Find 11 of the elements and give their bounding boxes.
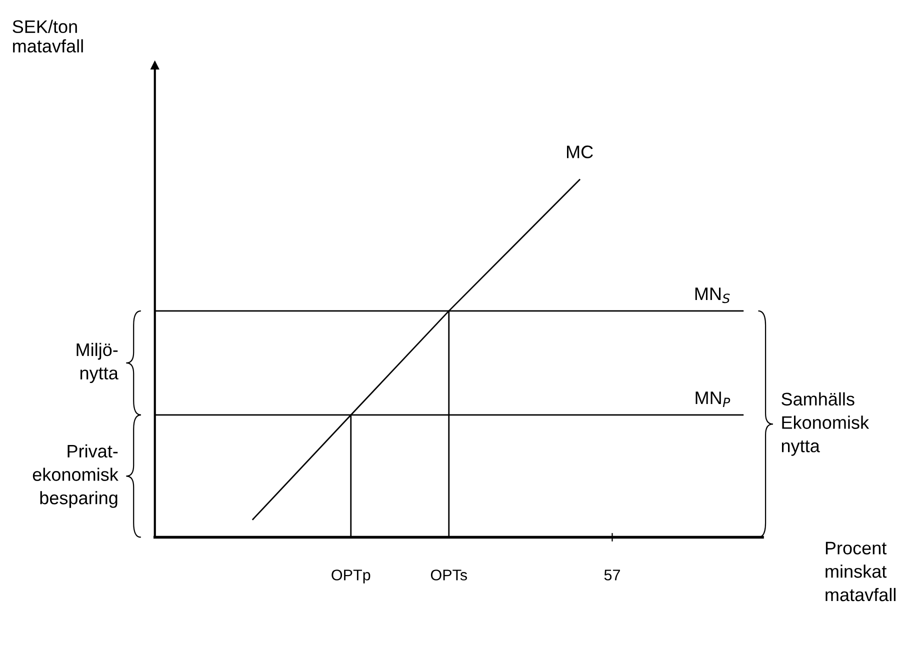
text: Privat- ekonomisk besparing <box>32 444 118 508</box>
x-tick-label: OPTp <box>332 570 370 584</box>
text: Miljö- nytta <box>76 342 118 384</box>
series-label: MN$_{S}$ <box>695 288 730 304</box>
x-axis-title: Procent minskat matavfall <box>826 542 896 602</box>
text: SEK/ton matavfall <box>12 20 83 53</box>
x-tick-label: 57 <box>604 570 620 580</box>
series-label: MC <box>567 146 593 158</box>
text: Samhälls Ekonomisk nytta <box>782 392 870 456</box>
x-tick-label: OPTs <box>430 570 468 580</box>
series-label: MN$_{P}$ <box>696 392 730 408</box>
